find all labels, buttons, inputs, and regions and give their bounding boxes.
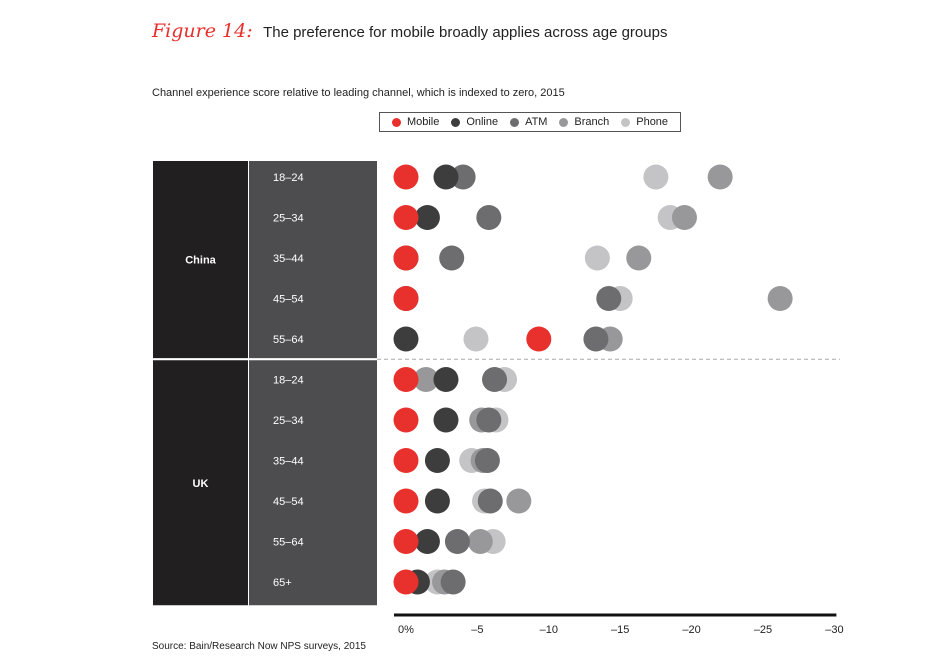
x-tick-label-4: –20 (682, 624, 700, 636)
dot-china-45-54-mobile (393, 286, 419, 311)
dot-uk-45-54-online (424, 488, 450, 514)
source-note: Source: Bain/Research Now NPS surveys, 2… (152, 641, 366, 652)
dot-uk-18-24-atm (482, 367, 508, 392)
age-label-china-45-54: 45–54 (273, 294, 304, 306)
legend-item-phone: Phone (621, 116, 668, 128)
dot-uk-45-54-branch (506, 488, 532, 514)
age-label-china-18-24: 18–24 (273, 172, 304, 184)
dot-china-55-64-mobile (526, 326, 552, 352)
x-tick-label-2: –10 (540, 624, 558, 636)
dot-china-18-24-mobile (393, 164, 419, 190)
legend-item-online: Online (451, 116, 498, 128)
dot-china-25-34-atm (476, 205, 502, 230)
dot-uk-35-44-atm (474, 448, 500, 473)
dot-china-45-54-atm (596, 286, 622, 311)
figure-title: The preference for mobile broadly applie… (263, 24, 668, 41)
dot-uk-18-24-branch (413, 367, 439, 392)
country-label-uk: UK (193, 478, 209, 490)
x-tick-label-0: 0% (398, 624, 414, 636)
dot-uk-45-54-atm (477, 488, 503, 514)
age-band-china (249, 161, 377, 359)
age-label-uk-18-24: 18–24 (273, 375, 304, 387)
legend-swatch-atm (510, 117, 520, 127)
x-tick-label-5: –25 (754, 624, 772, 636)
legend-swatch-branch (559, 117, 569, 127)
age-label-china-35-44: 35–44 (273, 253, 304, 265)
age-label-uk-55-64: 55–64 (273, 537, 304, 549)
dot-china-55-64-phone (463, 326, 489, 352)
age-label-uk-65: 65+ (273, 577, 292, 589)
figure-label: Figure 14: (152, 20, 253, 42)
dot-uk-25-34-atm (476, 407, 502, 433)
x-tick-label-6: –30 (825, 624, 843, 636)
age-label-uk-35-44: 35–44 (273, 456, 304, 468)
legend-swatch-phone (621, 117, 631, 127)
x-tick-label-3: –15 (611, 624, 629, 636)
dot-china-45-54-branch (767, 286, 793, 311)
dot-uk-55-64-atm (444, 529, 470, 554)
country-band-uk (153, 360, 248, 606)
dot-china-25-34-mobile (393, 205, 419, 230)
legend-swatch-online (451, 117, 461, 127)
figure-title-row: Figure 14: The preference for mobile bro… (152, 20, 667, 42)
legend-label-branch: Branch (574, 116, 610, 128)
age-label-china-25-34: 25–34 (273, 213, 304, 225)
dot-china-18-24-online (433, 164, 459, 190)
dot-china-18-24-atm (450, 164, 476, 190)
dot-uk-35-44-mobile (393, 448, 419, 473)
dot-uk-18-24-mobile (393, 367, 419, 392)
legend-item-branch: Branch (559, 116, 609, 128)
chart-legend: Mobile Online ATM Branch Phone (379, 112, 681, 132)
legend-label-phone: Phone (636, 116, 669, 128)
x-tick-label-1: –5 (471, 624, 483, 636)
dot-uk-25-34-mobile (393, 407, 419, 433)
dot-uk-65-atm (440, 569, 466, 595)
legend-item-mobile: Mobile (391, 116, 440, 128)
chart-subtitle: Channel experience score relative to lea… (152, 87, 565, 99)
legend-label-mobile: Mobile (406, 116, 440, 128)
age-band-uk (249, 360, 377, 606)
legend-swatch-mobile (391, 117, 401, 127)
dot-china-18-24-branch (707, 164, 733, 190)
dot-uk-45-54-mobile (393, 488, 419, 514)
legend-label-atm: ATM (525, 116, 548, 128)
country-band-china (153, 161, 248, 359)
age-label-uk-45-54: 45–54 (273, 496, 304, 508)
age-label-uk-25-34: 25–34 (273, 415, 304, 427)
dot-uk-55-64-mobile (393, 529, 419, 554)
dot-china-25-34-branch (671, 205, 697, 230)
dot-china-25-34-online (414, 205, 440, 230)
dot-uk-35-44-online (424, 448, 450, 473)
legend-item-atm: ATM (510, 116, 547, 128)
legend-label-online: Online (466, 116, 499, 128)
dot-uk-65-mobile (393, 569, 419, 595)
country-label-china: China (185, 255, 216, 267)
dot-china-35-44-atm (439, 245, 465, 271)
age-label-china-55-64: 55–64 (273, 334, 304, 346)
dot-china-35-44-phone (584, 245, 610, 271)
dot-china-18-24-phone (643, 164, 669, 190)
dot-uk-18-24-online (433, 367, 459, 392)
dot-china-55-64-online (393, 326, 419, 352)
dot-uk-25-34-online (433, 407, 459, 433)
dot-china-35-44-branch (626, 245, 652, 271)
dot-china-35-44-mobile (393, 245, 419, 271)
dot-uk-55-64-branch (467, 529, 493, 554)
dot-china-55-64-atm (583, 326, 609, 352)
dot-uk-55-64-online (414, 529, 440, 554)
